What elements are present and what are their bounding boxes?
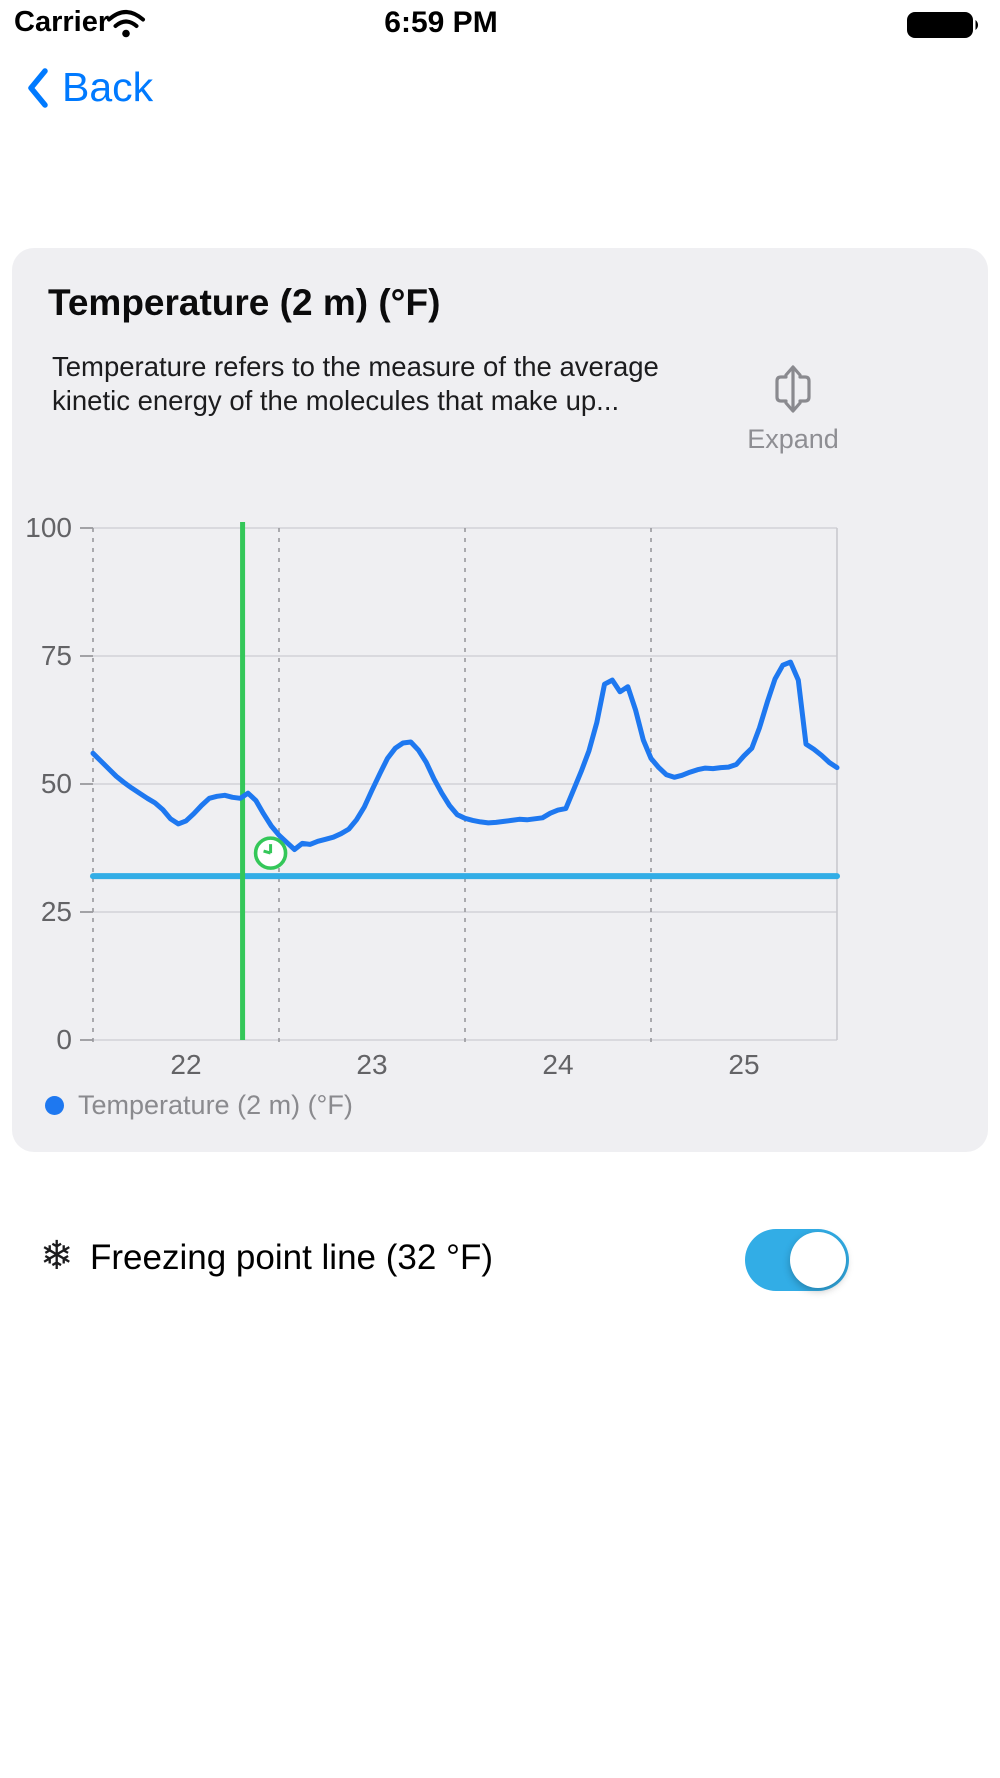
battery-icon	[907, 12, 979, 38]
card-description: Temperature refers to the measure of the…	[52, 351, 659, 416]
card-title: Temperature (2 m) (°F)	[48, 282, 441, 323]
freezing-point-row: ❄ Freezing point line (32 °F)	[0, 1228, 1000, 1294]
back-label: Back	[62, 64, 154, 110]
svg-text:75: 75	[41, 640, 72, 671]
chevron-left-icon	[28, 67, 48, 108]
svg-text:22: 22	[170, 1049, 201, 1080]
temperature-card: 0 25 50 75 100 22 23 24 25 Temperature (2 m) (°F…	[12, 248, 988, 1152]
expand-button[interactable]: Expand	[733, 362, 853, 455]
back-button[interactable]: Back	[26, 64, 153, 111]
chart-legend: Temperature (2 m) (°F)	[45, 1090, 353, 1121]
status-bar: Carrier 6:59 PM	[0, 0, 1000, 48]
svg-text:24: 24	[542, 1049, 573, 1080]
wifi-icon	[107, 10, 145, 38]
toggle-knob	[790, 1232, 846, 1288]
temperature-chart[interactable]: 0 25 50 75 100 22 23 24 25	[12, 248, 988, 1152]
legend-dot-icon	[45, 1096, 64, 1115]
expand-label: Expand	[747, 424, 839, 454]
freezing-toggle[interactable]	[745, 1229, 849, 1291]
freezing-point-label: Freezing point line (32 °F)	[90, 1238, 494, 1277]
svg-text:100: 100	[25, 512, 72, 543]
status-time: 6:59 PM	[384, 6, 498, 39]
snowflake-icon: ❄	[40, 1233, 74, 1279]
expand-icon	[775, 365, 811, 413]
svg-text:25: 25	[728, 1049, 759, 1080]
legend-label: Temperature (2 m) (°F)	[78, 1090, 353, 1120]
carrier-label: Carrier	[14, 6, 110, 38]
svg-text:25: 25	[41, 896, 72, 927]
svg-text:50: 50	[41, 768, 72, 799]
svg-text:23: 23	[356, 1049, 387, 1080]
svg-text:0: 0	[56, 1024, 72, 1055]
